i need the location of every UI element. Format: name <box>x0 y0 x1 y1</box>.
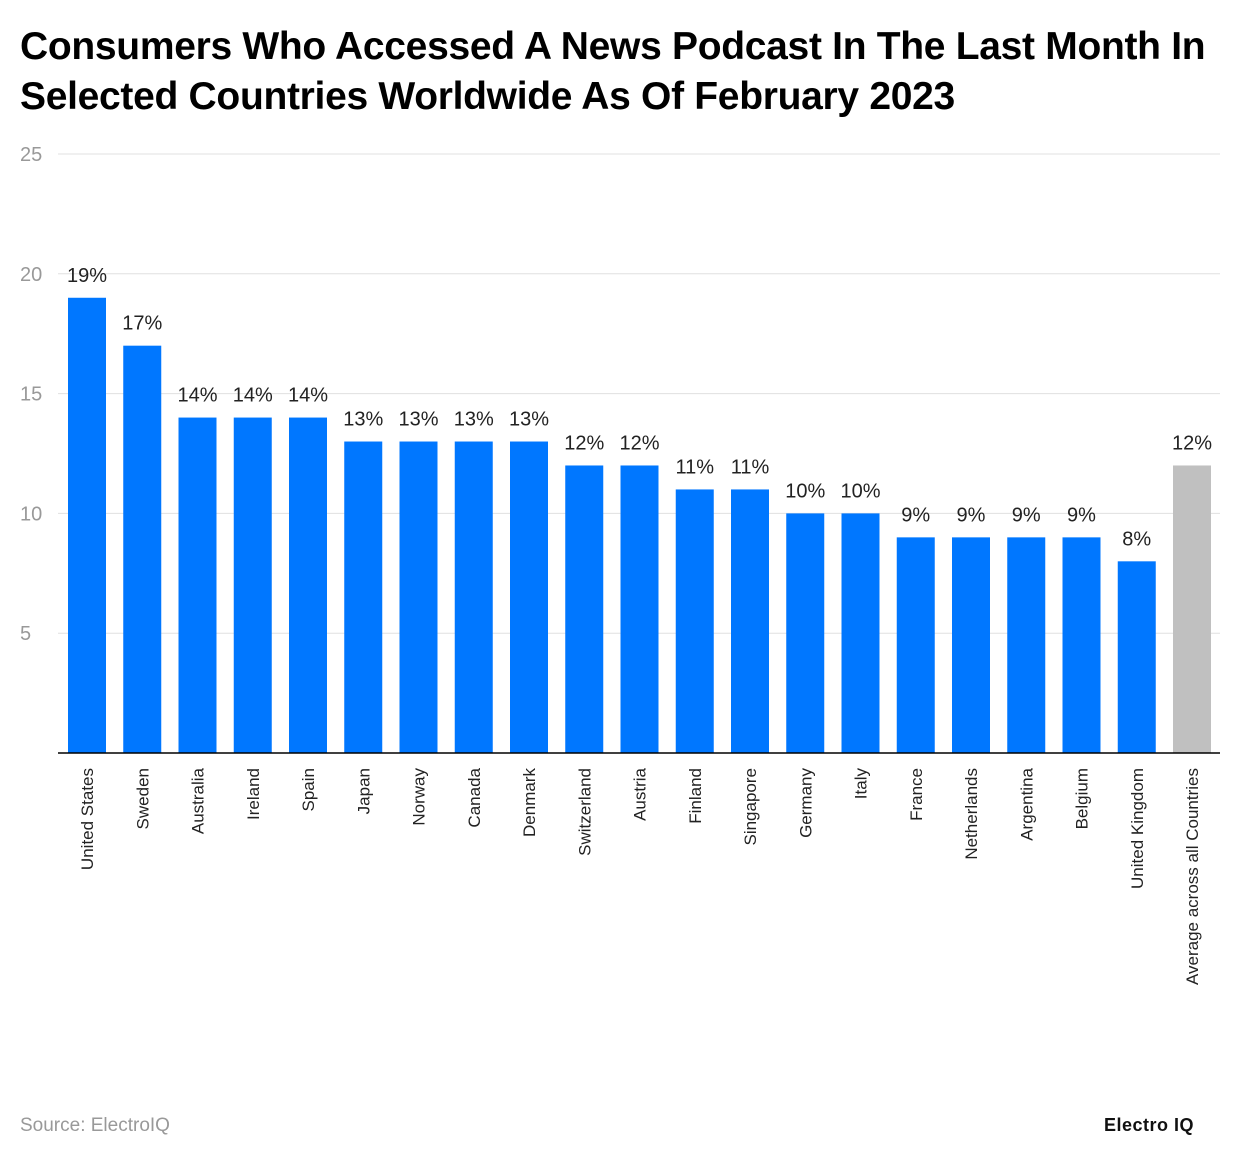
x-tick-label: Ireland <box>244 768 263 820</box>
x-tick-label: Belgium <box>1073 768 1092 829</box>
bar <box>399 441 438 753</box>
x-tick-label: Austria <box>631 767 650 820</box>
source-text: Source: ElectroIQ <box>20 1115 170 1136</box>
x-tick-label: Italy <box>852 768 871 800</box>
x-tick-label: Average across all Countries <box>1183 768 1202 985</box>
data-label: 13% <box>398 409 438 431</box>
bar <box>454 441 493 753</box>
bar <box>178 417 217 753</box>
x-tick-label: Norway <box>410 768 429 826</box>
bar <box>1062 537 1101 753</box>
bar <box>344 441 383 753</box>
x-tick-label: Spain <box>299 768 318 811</box>
y-tick-label: 20 <box>20 264 42 286</box>
bar <box>786 513 825 753</box>
bar <box>565 465 604 753</box>
bar <box>620 465 659 753</box>
y-tick-label: 5 <box>20 623 31 645</box>
data-label: 8% <box>1122 528 1151 550</box>
bar <box>1173 465 1211 753</box>
bar <box>1117 561 1156 753</box>
bar <box>675 489 714 753</box>
bar <box>952 537 990 753</box>
bar <box>896 537 935 753</box>
x-tick-label: Australia <box>189 767 208 834</box>
x-tick-label: Netherlands <box>962 768 981 860</box>
bar <box>510 441 548 753</box>
data-label: 10% <box>840 480 880 502</box>
x-tick-label: Canada <box>465 767 484 827</box>
x-tick-label: France <box>907 768 926 821</box>
electroiq-logo: Electro IQ <box>1104 1115 1195 1135</box>
data-label: 12% <box>1172 432 1212 454</box>
chart-title: Consumers Who Accessed A News Podcast In… <box>20 25 1206 118</box>
x-tick-label: Switzerland <box>575 768 594 856</box>
y-tick-label: 15 <box>20 384 42 406</box>
x-tick-label: Denmark <box>520 768 539 837</box>
bar <box>123 345 162 753</box>
data-label: 14% <box>288 385 328 407</box>
data-label: 9% <box>1012 504 1041 526</box>
data-label: 14% <box>177 385 217 407</box>
data-label: 10% <box>785 480 825 502</box>
data-label: 13% <box>454 409 494 431</box>
bar <box>68 297 106 753</box>
y-tick-label: 10 <box>20 503 42 525</box>
y-tick-label: 25 <box>20 144 42 166</box>
x-tick-label: Finland <box>686 768 705 824</box>
data-label: 12% <box>564 432 604 454</box>
data-label: 11% <box>675 456 714 478</box>
bar <box>289 417 327 753</box>
bar <box>1007 537 1046 753</box>
data-label: 17% <box>122 313 162 335</box>
data-label: 9% <box>1067 504 1096 526</box>
x-tick-label: United States <box>78 768 97 870</box>
bar-chart: 5 10 15 20 25 19% United States 17% Sweden 14% Aus… <box>20 144 1220 985</box>
bar <box>233 417 272 753</box>
x-tick-label: Sweden <box>133 768 152 829</box>
data-label: 13% <box>509 409 549 431</box>
x-tick-label: Germany <box>796 768 815 838</box>
data-label: 19% <box>67 265 107 287</box>
bar <box>841 513 880 753</box>
bar <box>731 489 769 753</box>
x-tick-label: United Kingdom <box>1128 768 1147 889</box>
data-label: 11% <box>731 456 770 478</box>
data-label: 13% <box>343 409 383 431</box>
data-label: 14% <box>233 385 273 407</box>
x-tick-label: Singapore <box>741 768 760 846</box>
x-tick-label: Japan <box>354 768 373 814</box>
data-label: 9% <box>901 504 930 526</box>
data-label: 12% <box>619 432 659 454</box>
data-label: 9% <box>957 504 986 526</box>
x-tick-label: Argentina <box>1017 767 1036 840</box>
